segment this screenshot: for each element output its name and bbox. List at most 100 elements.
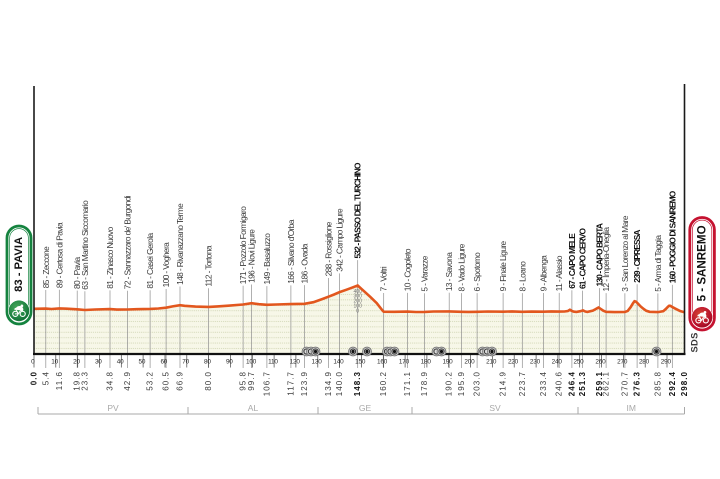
svg-text:42.9: 42.9 [123,371,132,391]
svg-text:276.3: 276.3 [633,371,642,396]
svg-text:288 - Rossiglione: 288 - Rossiglione [324,221,334,276]
svg-text:186 - Ovada: 186 - Ovada [300,243,310,283]
svg-text:63 - San Martino Siccomario: 63 - San Martino Siccomario [80,200,90,290]
svg-text:80: 80 [204,359,211,366]
svg-text:100 - Voghera: 100 - Voghera [161,242,171,288]
svg-text:149 - Basaluzzo: 149 - Basaluzzo [262,233,272,285]
svg-text:214.9: 214.9 [499,371,508,396]
svg-text:40: 40 [117,359,124,366]
svg-text:200: 200 [354,299,363,305]
svg-text:298.0: 298.0 [680,371,689,396]
svg-text:190: 190 [442,359,453,366]
svg-text:240.6: 240.6 [555,371,564,396]
svg-text:400: 400 [354,289,363,295]
svg-text:10: 10 [51,359,58,366]
svg-text:290: 290 [661,359,672,366]
svg-text:285.8: 285.8 [653,371,662,396]
svg-text:230: 230 [530,359,541,366]
svg-text:0.0: 0.0 [30,371,39,385]
svg-text:240: 240 [552,359,563,366]
svg-text:150: 150 [355,359,366,366]
svg-text:260: 260 [595,359,606,366]
svg-text:IM: IM [626,403,635,413]
svg-text:195.9: 195.9 [457,371,466,396]
svg-text:196 - Novi Ligure: 196 - Novi Ligure [247,229,257,283]
svg-text:80 - Pavia: 80 - Pavia [72,257,82,289]
svg-text:106.7: 106.7 [262,371,271,396]
svg-text:5 - SANREMO: 5 - SANREMO [696,225,709,301]
svg-text:60: 60 [160,359,167,366]
svg-text:81 - Casei Gerola: 81 - Casei Gerola [145,233,155,289]
svg-text:0: 0 [31,359,35,366]
svg-text:10 - Cogoleto: 10 - Cogoleto [403,248,413,291]
svg-text:117.7: 117.7 [286,371,295,396]
svg-text:171.1: 171.1 [403,371,412,396]
svg-text:100: 100 [354,304,363,310]
svg-text:200: 200 [464,359,475,366]
svg-text:250: 250 [573,359,584,366]
svg-text:61 - CAPO CERVO: 61 - CAPO CERVO [578,228,588,289]
svg-text:80.0: 80.0 [204,371,213,391]
svg-text:270: 270 [617,359,628,366]
svg-text:90: 90 [226,359,233,366]
svg-text:134.9: 134.9 [324,371,333,396]
svg-text:160: 160 [377,359,388,366]
svg-text:170: 170 [399,359,410,366]
svg-text:6 - Spotorno: 6 - Spotorno [472,252,482,292]
svg-text:203.0: 203.0 [473,371,482,396]
svg-text:19.8: 19.8 [73,371,82,391]
svg-text:160.2: 160.2 [379,371,388,396]
svg-text:5 - Varazze: 5 - Varazze [420,255,430,291]
svg-text:100: 100 [246,359,257,366]
svg-text:223.7: 223.7 [518,371,527,396]
svg-text:23.3: 23.3 [80,371,89,391]
svg-text:AL: AL [248,403,259,413]
svg-text:3 - San Lorenzo al Mare: 3 - San Lorenzo al Mare [620,215,630,292]
svg-text:30: 30 [95,359,102,366]
svg-text:34.8: 34.8 [106,371,115,391]
svg-text:89 - Certosa di Pavia: 89 - Certosa di Pavia [54,222,64,288]
svg-text:95.8: 95.8 [239,371,248,391]
svg-text:0: 0 [356,308,359,314]
svg-text:259.1: 259.1 [595,371,604,396]
svg-text:SV: SV [489,403,501,413]
svg-text:251.3: 251.3 [578,371,587,396]
svg-text:120: 120 [290,359,301,366]
svg-text:5 - Arma di Taggia: 5 - Arma di Taggia [653,235,663,292]
svg-text:9 - Albenga: 9 - Albenga [539,255,549,292]
svg-text:112 - Tortona: 112 - Tortona [204,245,214,286]
svg-text:53.2: 53.2 [146,371,155,391]
svg-text:7 - Voltri: 7 - Voltri [379,266,389,291]
svg-text:300: 300 [354,294,363,300]
svg-text:GE: GE [359,403,372,413]
svg-text:130 - CAPO BERTA: 130 - CAPO BERTA [595,223,605,286]
svg-text:140: 140 [333,359,344,366]
svg-text:160 - POGGIO DI SANREMO: 160 - POGGIO DI SANREMO [667,190,677,283]
svg-text:11.6: 11.6 [55,371,64,390]
svg-text:8 - Vado Ligure: 8 - Vado Ligure [457,243,467,291]
svg-text:110: 110 [268,359,278,366]
svg-text:220: 220 [508,359,519,366]
svg-text:85 - Zeccone: 85 - Zeccone [41,246,51,288]
svg-text:148 - Rivanazzano Terme: 148 - Rivanazzano Terme [175,203,185,285]
svg-text:SDS: SDS [690,332,700,352]
svg-text:180: 180 [421,359,432,366]
svg-text:70: 70 [182,359,189,366]
svg-text:123.9: 123.9 [300,371,309,396]
svg-text:239 - CIPRESSA: 239 - CIPRESSA [632,230,642,283]
svg-text:532 - PASSO DEL TURCHINO: 532 - PASSO DEL TURCHINO [353,162,363,258]
svg-text:210: 210 [486,359,497,366]
svg-text:67 - CAPO MELE: 67 - CAPO MELE [567,233,577,289]
svg-text:246.4: 246.4 [567,371,576,396]
svg-text:72 - Sannazzaro de' Burgondi: 72 - Sannazzaro de' Burgondi [123,195,133,289]
svg-text:12 - Imperia-Oneglia: 12 - Imperia-Oneglia [601,227,611,292]
svg-text:292.4: 292.4 [668,371,677,396]
svg-text:81 - Zinasco Nuovo: 81 - Zinasco Nuovo [105,226,115,288]
svg-text:262.1: 262.1 [602,371,611,396]
svg-text:130: 130 [312,359,323,366]
svg-text:60.5: 60.5 [162,371,171,391]
svg-text:20: 20 [73,359,80,366]
svg-text:166 - Silvano d'Orba: 166 - Silvano d'Orba [286,219,296,284]
svg-text:11 - Alassio: 11 - Alassio [554,255,564,291]
svg-text:148.3: 148.3 [353,371,362,396]
